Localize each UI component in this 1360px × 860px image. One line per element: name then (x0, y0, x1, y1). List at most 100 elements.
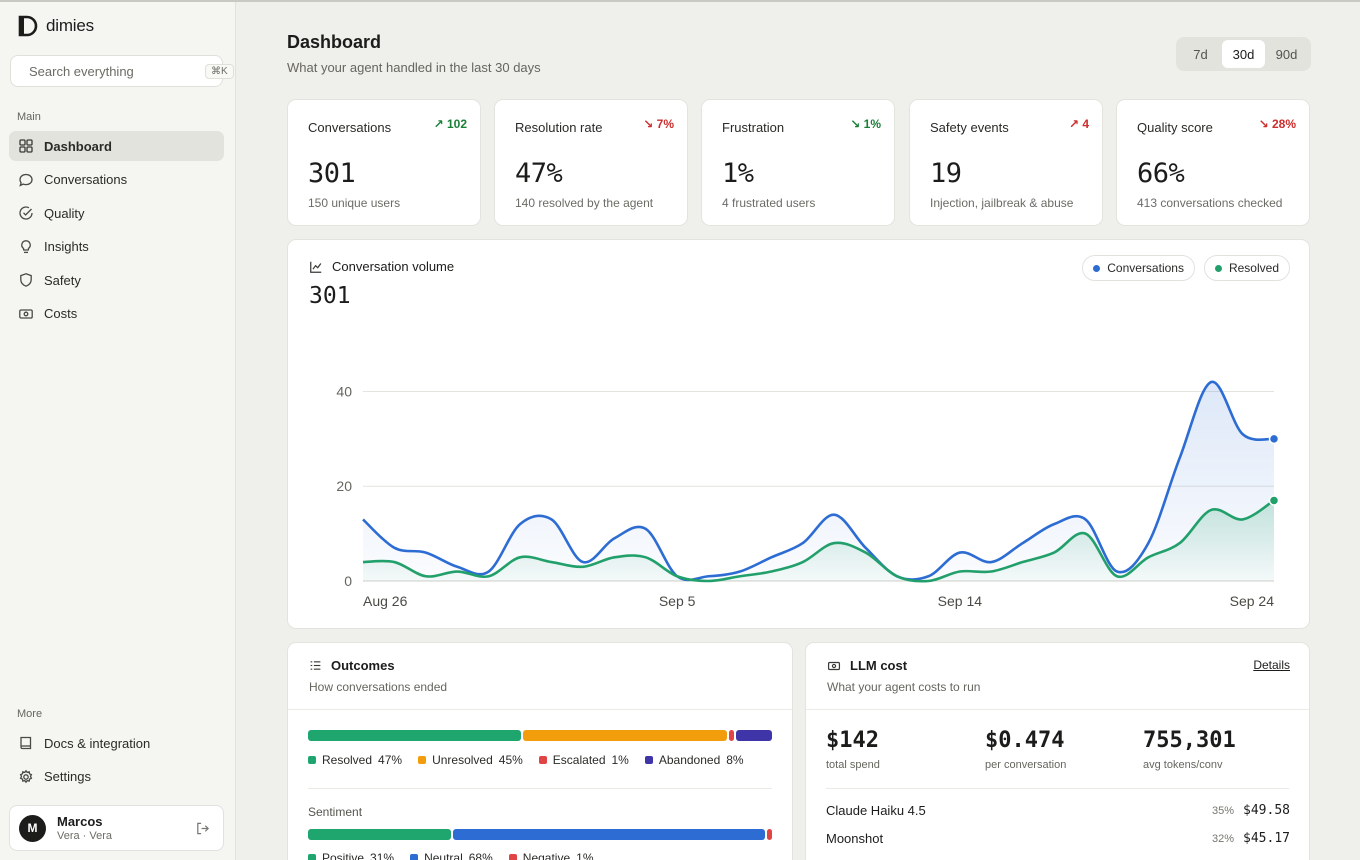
sidebar-item-quality[interactable]: Quality (9, 198, 224, 228)
sidebar-item-docs[interactable]: Docs & integration (9, 728, 224, 758)
nav-section-more-label: More (17, 708, 43, 720)
llm-cost-header: LLM cost (827, 658, 907, 673)
model-share: 32% (1212, 832, 1235, 845)
banknote-icon (827, 661, 841, 670)
kpi-card-frustration[interactable]: Frustration ↘ 1% 1% 4 frustrated users (701, 99, 895, 226)
chart-legend: Conversations Resolved (1082, 255, 1290, 281)
cost-stat-value: 755,301 (1143, 728, 1236, 753)
dimies-logo-icon (18, 15, 38, 37)
kpi-label: Safety events (930, 120, 1009, 135)
legend-item-abandoned: Abandoned 8% (644, 753, 744, 767)
user-name: Marcos (57, 814, 103, 829)
legend-item-escalated: Escalated 1% (538, 753, 629, 767)
legend-label: Negative (522, 851, 571, 860)
more-nav: Docs & integration Settings (9, 728, 224, 795)
kpi-label: Frustration (722, 120, 785, 135)
divider (806, 709, 1309, 710)
bar-segment-unresolved[interactable] (523, 730, 728, 741)
sidebar-item-label: Insights (44, 239, 89, 255)
kpi-delta: ↘ 28% (1258, 117, 1296, 131)
sidebar-item-label: Conversations (44, 172, 128, 188)
kpi-label: Quality score (1137, 120, 1213, 135)
llm-details-link[interactable]: Details (1253, 658, 1290, 672)
sidebar-item-insights[interactable]: Insights (9, 232, 224, 262)
legend-item-resolved[interactable]: Resolved (1203, 255, 1290, 281)
model-cost-row[interactable]: Moonshot 32% $45.17 (826, 831, 1290, 846)
series-endpoint-resolved (1268, 495, 1280, 506)
sidebar-item-label: Settings (44, 769, 91, 785)
outcomes-stacked-bar (308, 730, 772, 741)
legend-label: Neutral (424, 851, 463, 860)
brand-name: dimies (46, 16, 94, 35)
legend-dot (1093, 264, 1101, 272)
legend-item-neutral: Neutral 68% (410, 851, 493, 860)
conversation-volume-chart: 0 20 40 Aug 26 Sep 5 Sep 14 Sep 24 (336, 380, 1280, 609)
sidebar-item-label: Safety (44, 272, 81, 288)
legend-percent: 1% (611, 753, 629, 767)
cost-stat-label: total spend (826, 759, 880, 771)
range-option-90d[interactable]: 90d (1275, 46, 1298, 62)
search-input[interactable] (29, 63, 205, 79)
x-tick-label: Aug 26 (363, 593, 408, 609)
user-workspace: Vera · Vera (57, 830, 113, 842)
outcomes-title: Outcomes (331, 658, 395, 673)
legend-item-resolved: Resolved 47% (308, 753, 402, 767)
kpi-label: Conversations (308, 120, 392, 135)
bar-segment-neutral[interactable] (452, 829, 766, 840)
cost-stat-value: $0.474 (985, 728, 1065, 753)
kpi-card-conversations[interactable]: Conversations ↗ 102 301 150 unique users (287, 99, 481, 226)
logout-icon[interactable] (195, 821, 210, 836)
legend-swatch (418, 756, 427, 764)
bar-segment-negative[interactable] (767, 829, 772, 840)
model-amount: $49.58 (1243, 803, 1290, 818)
sidebar-item-dashboard[interactable]: Dashboard (9, 131, 224, 161)
legend-item-unresolved: Unresolved 45% (418, 753, 523, 767)
list-icon (310, 661, 321, 670)
divider (826, 788, 1289, 789)
llm-cost-title: LLM cost (850, 658, 908, 673)
range-option-7d[interactable]: 7d (1193, 46, 1208, 62)
sidebar-item-safety[interactable]: Safety (9, 265, 224, 295)
chart-total: 301 (309, 283, 351, 309)
sidebar-item-conversations[interactable]: Conversations (9, 165, 224, 195)
model-amount: $45.17 (1243, 831, 1290, 846)
sidebar-item-label: Quality (44, 205, 85, 221)
sidebar-item-label: Docs & integration (44, 735, 151, 751)
legend-item-conversations[interactable]: Conversations (1082, 255, 1195, 281)
legend-item-negative: Negative 1% (508, 851, 594, 860)
kpi-subtext: Injection, jailbreak & abuse (930, 196, 1074, 210)
cost-stat-avg-tokens: 755,301 avg tokens/conv (1143, 728, 1236, 771)
legend-label: Resolved (1228, 261, 1279, 275)
sidebar-item-settings[interactable]: Settings (9, 762, 224, 792)
user-card[interactable]: M Marcos Vera · Vera (9, 805, 224, 851)
bar-segment-positive[interactable] (308, 829, 451, 840)
cost-stat-value: $142 (826, 728, 879, 753)
kpi-card-safety-events[interactable]: Safety events ↗ 4 19 Injection, jailbrea… (909, 99, 1103, 226)
avatar: M (19, 814, 46, 842)
legend-item-positive: Positive 31% (308, 851, 394, 860)
series-line-resolved (362, 499, 1275, 583)
sentiment-legend: Positive 31% Neutral 68% Negative 1% (308, 851, 594, 860)
outcomes-subtitle: How conversations ended (309, 680, 448, 694)
series-area-resolved (363, 500, 1274, 582)
kpi-subtext: 4 frustrated users (722, 196, 816, 210)
model-cost-row[interactable]: Claude Haiku 4.5 35% $49.58 (826, 803, 1290, 818)
kpi-card-quality-score[interactable]: Quality score ↘ 28% 66% 413 conversation… (1116, 99, 1310, 226)
brand[interactable]: dimies (17, 15, 94, 37)
range-option-30d[interactable]: 30d (1222, 40, 1265, 68)
kpi-card-resolution-rate[interactable]: Resolution rate ↘ 7% 47% 140 resolved by… (494, 99, 688, 226)
divider (308, 788, 772, 789)
sentiment-stacked-bar (308, 829, 772, 840)
bar-segment-resolved[interactable] (308, 730, 522, 741)
search-box[interactable]: ⌘K (10, 55, 234, 87)
kpi-value: 66% (1137, 158, 1185, 189)
llm-cost-subtitle: What your agent costs to run (827, 680, 981, 694)
sidebar-item-costs[interactable]: Costs (9, 299, 224, 329)
date-range-toggle: 7d 30d 90d (1176, 37, 1311, 71)
legend-swatch (644, 756, 653, 764)
legend-label: Conversations (1107, 261, 1184, 275)
main-nav: Dashboard Conversations Quality Insights… (9, 131, 224, 333)
bar-segment-escalated[interactable] (729, 730, 734, 741)
bar-segment-abandoned[interactable] (735, 730, 772, 741)
kpi-value: 19 (930, 158, 962, 189)
